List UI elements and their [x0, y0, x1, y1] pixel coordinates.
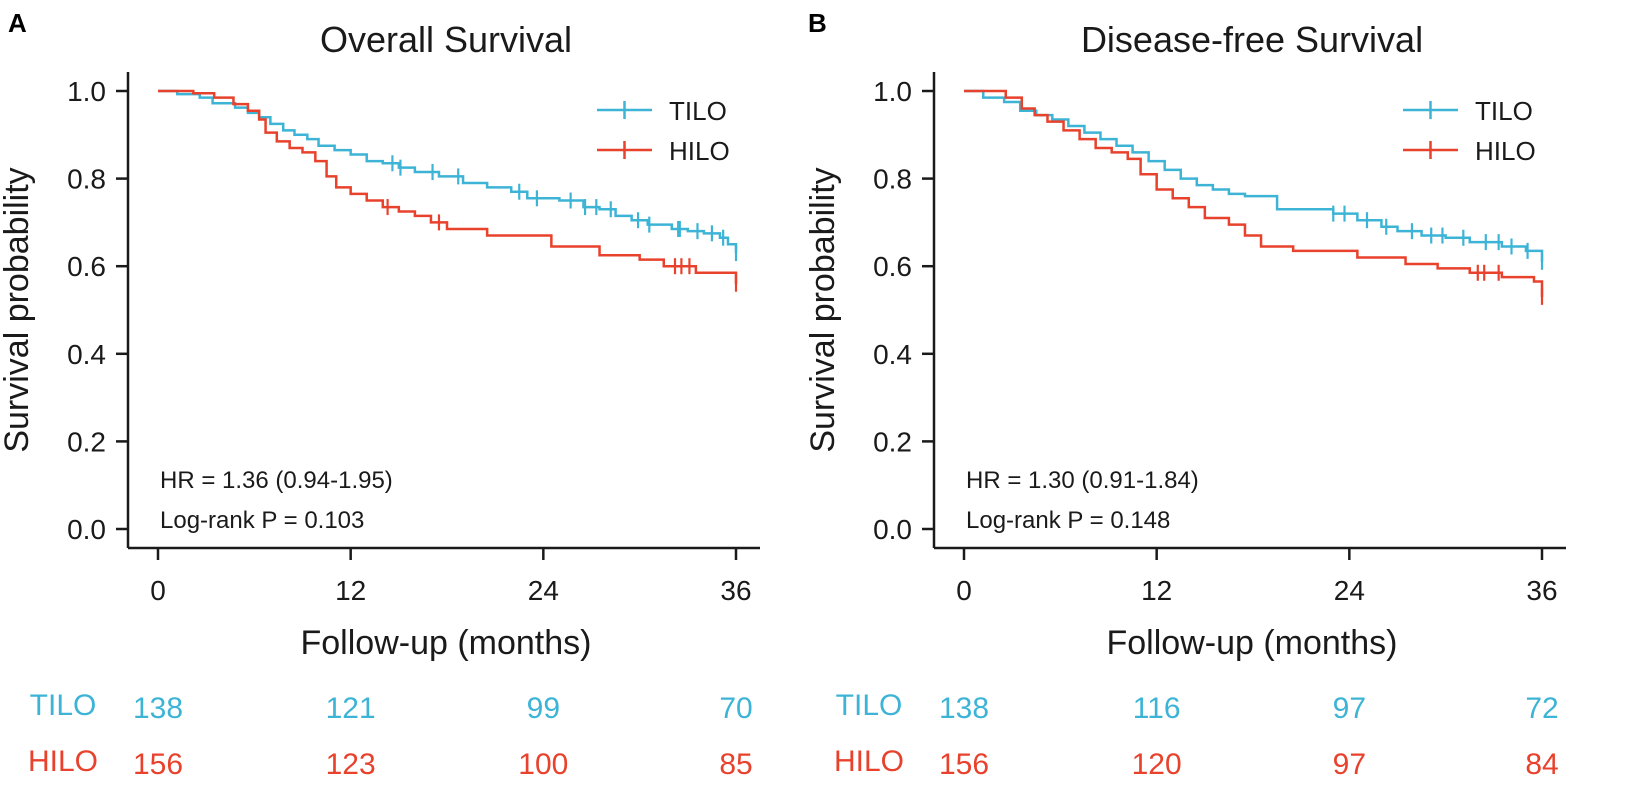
risk-count-tilo: 138	[939, 692, 989, 725]
risk-count-hilo: 84	[1525, 748, 1558, 781]
risk-count-tilo: 121	[326, 692, 376, 725]
risk-count-hilo: 100	[518, 748, 568, 781]
x-tick-label: 12	[1141, 575, 1172, 606]
risk-count-tilo: 138	[133, 692, 183, 725]
x-tick-label: 24	[1334, 575, 1365, 606]
risk-row-label-hilo: HILO	[28, 745, 98, 778]
logrank-p-annotation: Log-rank P = 0.103	[160, 507, 364, 534]
y-tick-label: 0.4	[67, 339, 106, 370]
y-tick-label: 0.6	[873, 251, 912, 282]
y-tick-label: 0.2	[67, 426, 106, 457]
x-tick-label: 36	[1526, 575, 1557, 606]
y-tick-label: 0.8	[873, 164, 912, 195]
legend: TILO HILO	[1403, 96, 1536, 166]
risk-table: TILO HILO 138 121 99 70 156 123 100 85	[28, 689, 753, 781]
y-tick-labels: 0.0 0.2 0.4 0.6 0.8 1.0	[873, 76, 912, 545]
y-tick-label: 0.8	[67, 164, 106, 195]
hazard-ratio-annotation: HR = 1.36 (0.94-1.95)	[160, 467, 393, 494]
survival-curves	[964, 89, 1544, 305]
survival-curves	[158, 89, 738, 292]
y-tick-label: 0.0	[67, 514, 106, 545]
legend-label-hilo: HILO	[669, 136, 730, 166]
risk-count-hilo: 156	[133, 748, 183, 781]
panel-disease-free-survival: B Disease-free Survival Follow-up (month…	[804, 8, 1566, 781]
risk-count-tilo: 72	[1525, 692, 1558, 725]
risk-count-hilo: 120	[1132, 748, 1182, 781]
risk-count-hilo: 156	[939, 748, 989, 781]
survival-curve-hilo	[158, 89, 738, 284]
chart-title: Disease-free Survival	[1081, 19, 1423, 60]
panel-label: B	[808, 8, 827, 38]
x-tick-labels: 0 12 24 36	[150, 575, 751, 606]
risk-count-tilo: 70	[719, 692, 752, 725]
x-axis-label: Follow-up (months)	[1107, 624, 1398, 662]
risk-count-hilo: 97	[1333, 748, 1366, 781]
legend-label-hilo: HILO	[1475, 136, 1536, 166]
y-ticks	[116, 89, 128, 531]
risk-count-tilo: 97	[1333, 692, 1366, 725]
risk-count-hilo: 85	[719, 748, 752, 781]
x-tick-labels: 0 12 24 36	[956, 575, 1557, 606]
y-ticks	[922, 89, 934, 531]
legend: TILO HILO	[597, 96, 730, 166]
y-tick-label: 0.0	[873, 514, 912, 545]
hazard-ratio-annotation: HR = 1.30 (0.91-1.84)	[966, 467, 1199, 494]
x-ticks	[156, 548, 738, 560]
x-tick-label: 36	[720, 575, 751, 606]
risk-row-label-tilo: TILO	[30, 689, 97, 722]
risk-count-hilo: 123	[326, 748, 376, 781]
x-ticks	[962, 548, 1544, 560]
y-tick-label: 0.4	[873, 339, 912, 370]
x-tick-label: 24	[528, 575, 559, 606]
x-axis-label: Follow-up (months)	[301, 624, 592, 662]
x-tick-label: 12	[335, 575, 366, 606]
panel-label: A	[8, 8, 27, 38]
logrank-p-annotation: Log-rank P = 0.148	[966, 507, 1170, 534]
y-axis-label: Survival probability	[0, 167, 36, 452]
y-tick-label: 1.0	[873, 76, 912, 107]
x-tick-label: 0	[150, 575, 166, 606]
legend-label-tilo: TILO	[669, 96, 727, 126]
y-tick-label: 0.6	[67, 251, 106, 282]
survival-curve-hilo	[964, 89, 1544, 297]
y-axis-label: Survival probability	[804, 167, 842, 452]
risk-row-label-tilo: TILO	[836, 689, 903, 722]
risk-count-tilo: 116	[1133, 692, 1181, 725]
risk-table: TILO HILO 138 116 97 72 156 120 97 84	[834, 689, 1559, 781]
x-tick-label: 0	[956, 575, 972, 606]
legend-label-tilo: TILO	[1475, 96, 1533, 126]
risk-count-tilo: 99	[527, 692, 560, 725]
panel-overall-survival: A Overall Survival Follow-up (months) Su…	[0, 8, 760, 781]
risk-row-label-hilo: HILO	[834, 745, 904, 778]
y-tick-label: 0.2	[873, 426, 912, 457]
chart-title: Overall Survival	[320, 19, 572, 60]
survival-curve-tilo	[964, 89, 1544, 262]
y-tick-labels: 0.0 0.2 0.4 0.6 0.8 1.0	[67, 76, 106, 545]
y-tick-label: 1.0	[67, 76, 106, 107]
